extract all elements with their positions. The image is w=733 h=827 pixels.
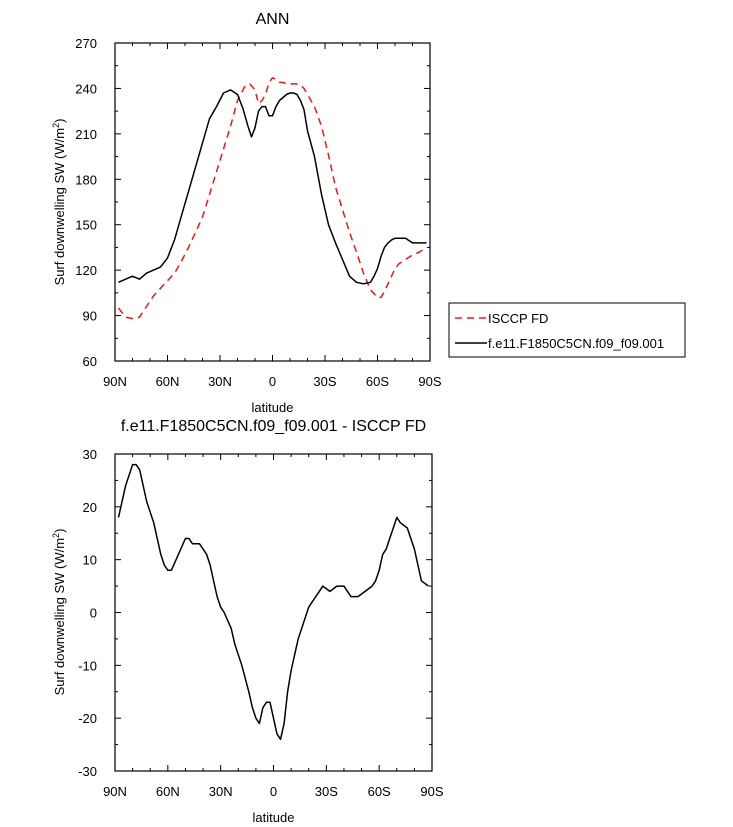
bottom-x-tick-label: 60N bbox=[156, 784, 180, 799]
top-x-tick-label: 90N bbox=[103, 374, 127, 389]
top-axes: 90N 60N 30N 0 30S 60S 90S 60 90 120 150 180 210 240 27… bbox=[75, 36, 442, 389]
top-y-tick-label: 240 bbox=[75, 81, 97, 96]
bottom-series-line-difference bbox=[117, 463, 429, 741]
top-x-tick-label: 30N bbox=[208, 374, 232, 389]
legend-label-model: f.e11.F1850C5CN.f09_f09.001 bbox=[488, 336, 664, 351]
top-x-axis-title: latitude bbox=[252, 400, 294, 415]
top-chart-title: ANN bbox=[256, 11, 290, 28]
bottom-x-tick-label: 60S bbox=[368, 784, 391, 799]
top-y-axis-title: Surf downwelling SW (W/m2) bbox=[51, 119, 67, 286]
bottom-panel: f.e11.F1850C5CN.f09_f09.001 - ISCCP FD 9… bbox=[51, 418, 444, 825]
bottom-x-tick-label: 30N bbox=[209, 784, 233, 799]
top-panel: ANN 90N 60N 30N 0 30S 60S 90S 60 90 120 150 180 210 2… bbox=[51, 11, 442, 415]
bottom-series-group bbox=[117, 463, 429, 741]
top-x-tick-label: 90S bbox=[418, 374, 441, 389]
bottom-y-tick-label: -30 bbox=[78, 764, 97, 779]
top-y-tick-label: 210 bbox=[75, 127, 97, 142]
bottom-chart-title: f.e11.F1850C5CN.f09_f09.001 - ISCCP FD bbox=[121, 418, 426, 435]
bottom-x-tick-label: 30S bbox=[315, 784, 338, 799]
bottom-y-tick-label: 30 bbox=[83, 447, 97, 462]
bottom-x-tick-label: 90S bbox=[420, 784, 443, 799]
top-y-tick-label: 60 bbox=[83, 354, 97, 369]
bottom-y-tick-label: 10 bbox=[83, 553, 97, 568]
top-y-tick-label: 270 bbox=[75, 36, 97, 51]
bottom-y-axis-title: Surf downwelling SW (W/m2) bbox=[51, 529, 67, 696]
top-series-line-isccp-fd bbox=[117, 77, 427, 320]
bottom-axes: 90N 60N 30N 0 30S 60S 90S -30 -20 -10 0 10 20 30 bbox=[78, 447, 444, 799]
top-x-tick-label: 0 bbox=[269, 374, 276, 389]
top-y-tick-label: 180 bbox=[75, 172, 97, 187]
bottom-y-tick-label: 0 bbox=[90, 606, 97, 621]
top-x-tick-label: 30S bbox=[313, 374, 336, 389]
top-x-tick-label: 60N bbox=[156, 374, 180, 389]
bottom-plot-frame bbox=[114, 453, 433, 772]
top-y-tick-label: 150 bbox=[75, 218, 97, 233]
legend: ISCCP FD f.e11.F1850C5CN.f09_f09.001 bbox=[448, 302, 686, 358]
top-plot-frame bbox=[114, 42, 431, 362]
top-x-tick-label: 60S bbox=[366, 374, 389, 389]
bottom-x-axis-title: latitude bbox=[253, 810, 295, 825]
top-y-tick-label: 120 bbox=[75, 263, 97, 278]
top-series-group bbox=[117, 77, 427, 320]
bottom-x-tick-label: 0 bbox=[270, 784, 277, 799]
top-series-line-f-e11-f1850c5cn-f09-f09-001 bbox=[118, 89, 427, 285]
bottom-y-tick-label: -10 bbox=[78, 658, 97, 673]
legend-box bbox=[448, 302, 686, 358]
legend-label-isccp-fd: ISCCP FD bbox=[488, 311, 548, 326]
bottom-y-tick-label: 20 bbox=[83, 500, 97, 515]
bottom-x-tick-label: 90N bbox=[103, 784, 127, 799]
top-y-tick-label: 90 bbox=[83, 309, 97, 324]
bottom-y-tick-label: -20 bbox=[78, 711, 97, 726]
